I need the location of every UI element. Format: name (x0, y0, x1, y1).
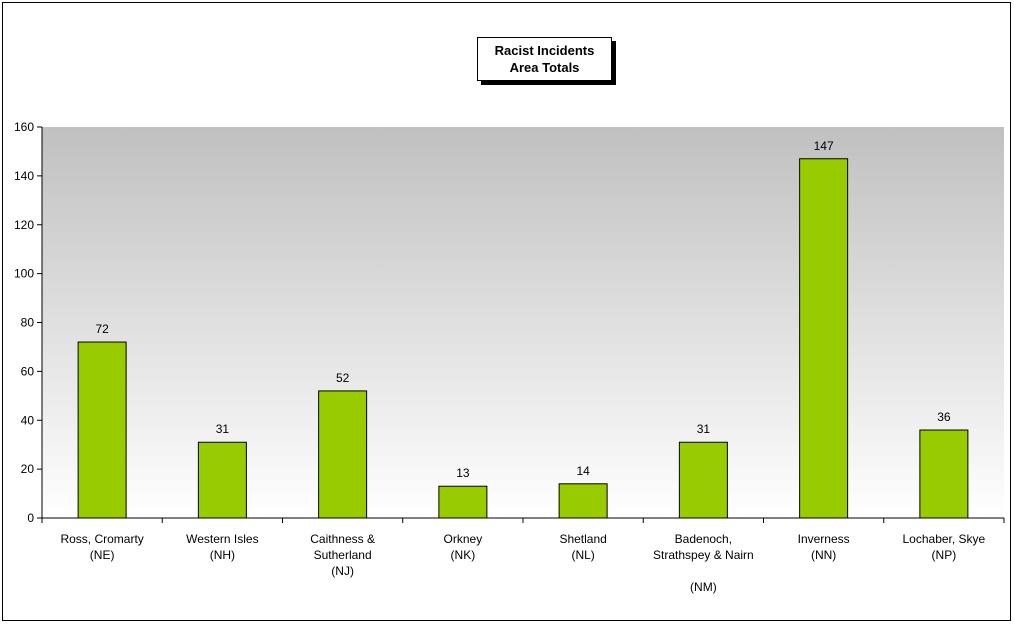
category-label-line: Orkney (444, 532, 483, 546)
data-label: 13 (456, 466, 470, 480)
y-tick-label: 140 (14, 169, 34, 183)
category-label: Orkney (NK) (444, 532, 483, 562)
data-label: 31 (216, 422, 230, 436)
category-label: Western Isles (NH) (186, 532, 258, 562)
chart-title-line-1: Racist Incidents (494, 43, 595, 58)
chart-title: Racist Incidents Area Totals (477, 37, 612, 81)
y-tick-label: 60 (21, 364, 35, 378)
data-label: 147 (814, 139, 834, 153)
data-label: 52 (336, 371, 350, 385)
category-label: Lochaber, Skye (NP) (903, 532, 986, 562)
category-label-line: (NH) (210, 548, 235, 562)
plot-area (42, 127, 1004, 518)
category-label-line: Shetland (559, 532, 606, 546)
data-label: 14 (576, 464, 590, 478)
x-axis (41, 517, 1005, 523)
category-label-line: (NJ) (331, 564, 354, 578)
category-label-line: (NE) (90, 548, 115, 562)
bar (919, 429, 969, 519)
category-label-line: (NL) (571, 548, 594, 562)
category-label-line: (NM) (690, 580, 717, 594)
y-tick-label: 120 (14, 218, 34, 232)
chart-title-line-2: Area Totals (509, 60, 580, 75)
category-label-line: Western Isles (186, 532, 258, 546)
category-label: Caithness & Sutherland (NJ) (310, 532, 375, 578)
y-axis: 0 20 40 60 80 100 120 140 160 (14, 120, 43, 525)
y-tick-label: 0 (27, 511, 34, 525)
category-label-line: Ross, Cromarty (60, 532, 143, 546)
category-label-line: (NK) (451, 548, 476, 562)
bar (558, 483, 608, 519)
category-label: Shetland (NL) (559, 532, 606, 562)
bar (318, 390, 368, 519)
category-label-line: (NP) (932, 548, 957, 562)
bar (678, 441, 728, 519)
y-tick-label: 160 (14, 120, 34, 134)
bar (438, 485, 488, 519)
category-label-line: Caithness & (310, 532, 375, 546)
bar (799, 158, 849, 519)
data-label: 72 (95, 322, 109, 336)
bars (77, 158, 969, 519)
category-label-line: Sutherland (314, 548, 372, 562)
y-tick-label: 80 (21, 316, 35, 330)
y-tick-label: 20 (21, 462, 35, 476)
category-labels: Ross, Cromarty (NE) Western Isles (NH) Caith… (60, 532, 985, 594)
category-label-line: Badenoch, (675, 532, 732, 546)
bar (77, 341, 127, 519)
category-label-line: Inverness (798, 532, 850, 546)
category-label-line: (NN) (811, 548, 836, 562)
data-labels: 72 31 52 13 14 31 147 36 (95, 139, 950, 480)
category-label: Ross, Cromarty (NE) (60, 532, 143, 562)
data-label: 31 (697, 422, 711, 436)
category-label: Inverness (NN) (798, 532, 850, 562)
y-tick-label: 40 (21, 413, 35, 427)
category-label: Badenoch, Strathspey & Nairn (NM) (653, 532, 754, 594)
category-label-line: Strathspey & Nairn (653, 548, 754, 562)
data-label: 36 (937, 410, 951, 424)
bar (197, 441, 247, 519)
y-tick-label: 100 (14, 267, 34, 281)
category-label-line: Lochaber, Skye (903, 532, 986, 546)
